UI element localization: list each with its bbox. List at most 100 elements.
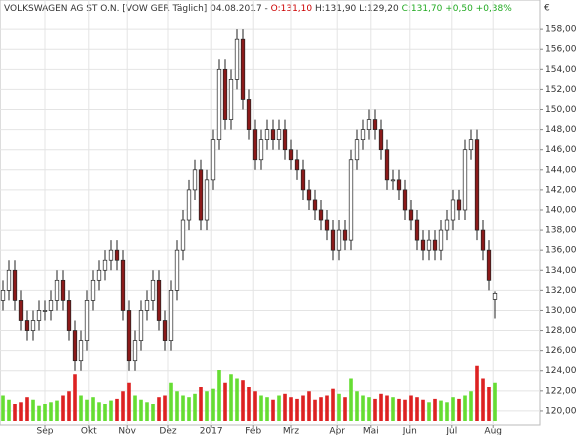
candle-body xyxy=(330,229,336,251)
candle-body xyxy=(120,259,126,311)
volume-bar xyxy=(289,397,293,421)
volume-bar xyxy=(259,395,263,421)
volume-bar xyxy=(343,397,347,421)
volume-bar xyxy=(61,395,65,421)
volume-bar xyxy=(265,397,269,421)
volume-bar xyxy=(115,398,119,421)
volume-bar xyxy=(415,397,419,421)
candle-body xyxy=(390,179,396,182)
candle-body xyxy=(342,229,348,241)
candle-body xyxy=(6,269,12,291)
candle-body xyxy=(72,330,78,362)
volume-bar xyxy=(247,387,251,421)
volume-bar xyxy=(403,399,407,421)
candle-body xyxy=(462,149,468,211)
candle-body xyxy=(366,119,372,130)
candle-body xyxy=(486,249,492,281)
candle-body xyxy=(198,169,204,221)
candle-body xyxy=(438,229,444,251)
volume-bar xyxy=(73,374,77,421)
volume-bar xyxy=(433,398,437,421)
candle-body xyxy=(258,139,264,161)
candle-body xyxy=(138,310,144,341)
volume-bar xyxy=(331,388,335,421)
candle-body xyxy=(372,119,378,130)
volume-bar xyxy=(139,399,143,421)
x-tick-label: Apr xyxy=(329,427,345,435)
candle-body xyxy=(0,290,6,301)
candle-body xyxy=(168,290,174,341)
candle-body xyxy=(324,219,330,231)
volume-bar xyxy=(205,391,209,421)
candle-body xyxy=(270,129,276,141)
y-tick-label: 148,00 xyxy=(545,125,577,135)
x-tick-label: Dez xyxy=(159,427,176,435)
volume-bar xyxy=(493,382,497,421)
volume-bar xyxy=(85,399,89,421)
candle-body xyxy=(300,169,306,191)
volume-bar xyxy=(79,395,83,421)
volume-bar xyxy=(253,391,257,421)
candle-body xyxy=(60,279,66,301)
volume-bar xyxy=(181,395,185,421)
y-tick-label: 126,00 xyxy=(545,346,577,356)
candle-body xyxy=(90,279,96,301)
candle-body xyxy=(216,68,222,141)
y-tick-label: 154,00 xyxy=(545,65,577,75)
volume-bar xyxy=(127,382,131,421)
title-name: VOLKSWAGEN AG ST O.N. [VOW GER Täglich] … xyxy=(4,4,268,14)
candle-body xyxy=(396,179,402,191)
candle-body xyxy=(414,219,420,241)
volume-bar xyxy=(469,391,473,421)
y-tick-label: 124,00 xyxy=(545,366,577,376)
volume-bar xyxy=(307,391,311,421)
candle-body xyxy=(162,320,168,341)
y-tick-label: 150,00 xyxy=(545,105,577,115)
candle-body xyxy=(480,229,486,251)
candle-body xyxy=(318,209,324,221)
candle-body xyxy=(48,300,54,311)
volume-bar xyxy=(295,398,299,421)
candle-body xyxy=(24,320,30,331)
volume-bar xyxy=(421,399,425,421)
candle-body xyxy=(78,340,84,362)
volume-bar xyxy=(169,382,173,421)
candle-body xyxy=(420,239,426,251)
y-tick-label: 138,00 xyxy=(545,226,577,236)
candle-body xyxy=(84,300,90,341)
title-open: O:131,10 xyxy=(271,4,313,14)
y-tick-label: 146,00 xyxy=(545,145,577,155)
volume-bar xyxy=(13,404,17,421)
x-tick-label: Jun xyxy=(402,427,417,435)
candle-body xyxy=(276,129,282,141)
candle-body xyxy=(288,149,294,161)
title-high-low: H:131,90 L:129,20 xyxy=(315,4,399,14)
volume-bar xyxy=(337,393,341,421)
volume-bar xyxy=(361,395,365,421)
volume-bar xyxy=(373,398,377,421)
volume-bar xyxy=(271,399,275,421)
candle-body xyxy=(54,279,60,301)
x-tick-label: Nov xyxy=(118,427,136,435)
volume xyxy=(1,365,497,421)
candle-body xyxy=(312,199,318,211)
x-tick-label: Mrz xyxy=(283,427,299,435)
volume-bar xyxy=(37,405,41,421)
candle-body xyxy=(192,169,198,191)
volume-bar xyxy=(277,395,281,421)
volume-bar xyxy=(325,395,329,421)
volume-bar xyxy=(349,378,353,421)
candle-body xyxy=(450,199,456,221)
y-tick-label: 152,00 xyxy=(545,85,577,95)
candle-body xyxy=(408,209,414,221)
volume-bar xyxy=(133,395,137,421)
candle-body xyxy=(18,300,24,321)
candle-body xyxy=(360,129,366,141)
candle-body xyxy=(186,189,192,221)
x-tick-label: Jul xyxy=(445,427,457,435)
candle-body xyxy=(432,239,438,251)
volume-bar xyxy=(409,395,413,421)
labels: 120,00 122,00 124,00 126,00 128,00 130,00 132,… xyxy=(37,25,577,435)
candle-body xyxy=(222,68,228,120)
volume-bar xyxy=(187,397,191,421)
